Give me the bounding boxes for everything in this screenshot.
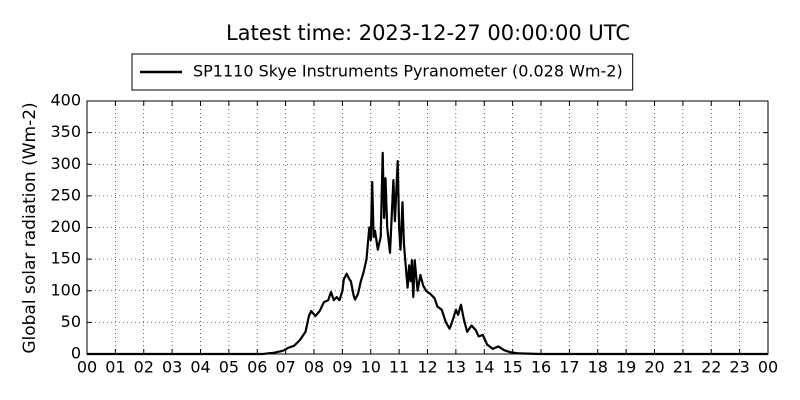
x-tick-label: 17 — [559, 358, 579, 377]
data-line — [87, 151, 768, 356]
x-tick-label: 07 — [275, 358, 295, 377]
x-tick-label: 05 — [219, 358, 239, 377]
x-tick-label: 11 — [389, 358, 409, 377]
x-tick-label: 10 — [361, 358, 381, 377]
x-tick-label: 03 — [162, 358, 182, 377]
x-tick-label: 12 — [417, 358, 437, 377]
plot-frame — [86, 100, 769, 355]
y-tick-label: 0 — [71, 344, 81, 363]
y-tick-label: 300 — [50, 154, 81, 173]
x-tick-label: 09 — [332, 358, 352, 377]
x-tick-label: 08 — [304, 358, 324, 377]
legend-box — [131, 53, 634, 91]
x-tick-label: 13 — [446, 358, 466, 377]
y-tick-label: 200 — [50, 217, 81, 236]
x-tick-label: 00 — [758, 358, 778, 377]
x-tick-label: 20 — [644, 358, 664, 377]
x-tick-label: 22 — [701, 358, 721, 377]
y-tick-label: 350 — [50, 122, 81, 141]
y-tick-label: 400 — [50, 91, 81, 110]
x-tick-label: 01 — [105, 358, 125, 377]
y-axis-label: Global solar radiation (Wm-2) — [20, 102, 40, 353]
x-tick-label: 04 — [190, 358, 210, 377]
x-tick-label: 00 — [77, 358, 97, 377]
x-tick-label: 19 — [616, 358, 636, 377]
x-tick-label: 18 — [588, 358, 608, 377]
x-tick-label: 23 — [729, 358, 749, 377]
y-tick-label: 100 — [50, 280, 81, 299]
chart-title: Latest time: 2023-12-27 00:00:00 UTC — [226, 21, 630, 45]
x-tick-label: 16 — [531, 358, 551, 377]
x-tick-label: 14 — [474, 358, 494, 377]
y-tick-label: 250 — [50, 185, 81, 204]
x-tick-label: 21 — [673, 358, 693, 377]
x-tick-label: 06 — [247, 358, 267, 377]
y-tick-label: 150 — [50, 249, 81, 268]
y-tick-label: 50 — [61, 312, 81, 331]
legend-label: SP1110 Skye Instruments Pyranometer (0.0… — [193, 62, 623, 81]
x-tick-label: 15 — [502, 358, 522, 377]
x-tick-label: 02 — [134, 358, 154, 377]
